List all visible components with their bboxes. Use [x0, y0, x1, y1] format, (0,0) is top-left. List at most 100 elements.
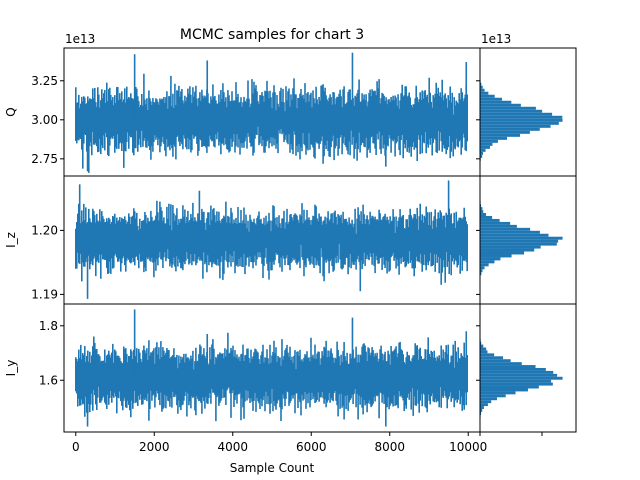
y-tick-label: 1.19 — [31, 287, 58, 301]
histogram-bar — [480, 400, 492, 404]
histogram-bar — [480, 233, 549, 237]
iy-hist-frame — [479, 303, 577, 433]
histogram-bar — [480, 251, 525, 255]
histogram-bar — [480, 216, 493, 219]
histogram-bar — [480, 385, 539, 389]
x-tick-label: 2000 — [139, 440, 170, 454]
histogram-bar — [480, 148, 486, 152]
iy-trace-line — [75, 332, 468, 422]
iy-trace — [75, 309, 468, 427]
histogram-bar — [480, 82, 482, 86]
histogram-bar — [480, 344, 484, 348]
histogram-bar — [480, 85, 483, 89]
histogram-bar — [480, 97, 502, 101]
q-offset-text: 1e13 — [65, 32, 95, 46]
iz-trace — [75, 180, 468, 299]
histogram-bar — [480, 139, 498, 143]
histogram-bar — [480, 103, 521, 107]
histogram-bar — [480, 368, 546, 371]
histogram-bar — [480, 145, 490, 149]
histogram-bar — [480, 109, 543, 113]
histogram-bar — [480, 245, 541, 249]
histogram-bar — [480, 210, 484, 214]
histogram-bar — [480, 254, 512, 258]
histogram-bar — [480, 370, 554, 374]
histogram-bar — [480, 213, 487, 216]
histogram-bar — [480, 230, 540, 234]
histogram-bar — [480, 388, 528, 392]
x-axis-label: Sample Count — [230, 461, 315, 475]
histogram-bar — [480, 350, 488, 354]
histogram-bar — [480, 376, 563, 380]
histogram-bar — [480, 257, 501, 261]
histogram-bar — [480, 269, 483, 273]
q-histogram — [480, 76, 563, 161]
histogram-bar — [480, 130, 530, 134]
iy-histogram — [480, 335, 563, 424]
iz-ylabel: I_z — [4, 232, 18, 248]
histogram-bar — [480, 142, 493, 146]
histogram-bar — [480, 382, 553, 386]
q-trace — [75, 52, 468, 173]
iy-ylabel: I_y — [4, 360, 18, 377]
histogram-bar — [480, 359, 511, 363]
histogram-bar — [480, 394, 506, 398]
y-tick-label: 3.00 — [31, 113, 58, 127]
histogram-bar — [480, 133, 521, 137]
histogram-bar — [480, 106, 536, 110]
histogram-bar — [480, 236, 563, 240]
histogram-bar — [480, 408, 483, 412]
histogram-bar — [480, 218, 500, 222]
histogram-bar — [480, 224, 517, 228]
histogram-bar — [480, 365, 536, 368]
histogram-bar — [480, 221, 511, 225]
histogram-bar — [480, 411, 482, 415]
y-tick-label: 1.6 — [39, 373, 58, 387]
iz-trace-line — [75, 200, 468, 285]
histogram-bar — [480, 391, 516, 395]
row-iz: I_z 1.19 1.20 — [4, 175, 577, 305]
y-tick-label: 3.25 — [31, 74, 58, 88]
histogram-bar — [480, 260, 495, 264]
histogram-bar — [480, 100, 512, 104]
histogram-bar — [480, 239, 559, 243]
histogram-bar — [480, 154, 483, 158]
iz-histogram — [480, 201, 563, 285]
y-tick-label: 1.8 — [39, 319, 58, 333]
histogram-bar — [480, 353, 495, 357]
histogram-bar — [480, 356, 503, 360]
q-hist-offset-text: 1e13 — [481, 32, 511, 46]
histogram-bar — [480, 397, 497, 401]
q-y-ticks: 2.75 3.00 3.25 — [31, 74, 480, 166]
histogram-bar — [480, 207, 483, 211]
q-ylabel: Q — [4, 107, 18, 116]
chart-title: MCMC samples for chart 3 — [180, 27, 364, 43]
histogram-bar — [480, 272, 482, 276]
y-tick-label: 2.75 — [31, 152, 58, 166]
histogram-bar — [480, 347, 487, 351]
histogram-bar — [480, 204, 482, 208]
x-tick-label: 0 — [72, 440, 80, 454]
iz-y-ticks: 1.19 1.20 — [31, 223, 480, 301]
x-tick-label: 8000 — [374, 440, 405, 454]
histogram-bar — [480, 124, 551, 128]
histogram-bar — [480, 94, 495, 98]
histogram-bar — [480, 406, 484, 409]
x-tick-label: 4000 — [217, 440, 248, 454]
histogram-bar — [480, 91, 489, 95]
x-tick-label: 10000 — [449, 440, 487, 454]
histogram-bar — [480, 227, 531, 231]
histogram-bar — [480, 266, 485, 270]
histogram-bar — [480, 127, 540, 131]
histogram-bar — [480, 362, 522, 366]
histogram-bar — [480, 118, 563, 122]
histogram-bar — [480, 373, 558, 377]
histogram-bar — [480, 115, 563, 119]
histogram-bar — [480, 136, 508, 140]
histogram-bar — [480, 88, 485, 92]
histogram-bar — [480, 248, 535, 252]
q-trace-line — [75, 73, 468, 173]
x-tick-label: 6000 — [296, 440, 327, 454]
histogram-bar — [480, 242, 557, 246]
